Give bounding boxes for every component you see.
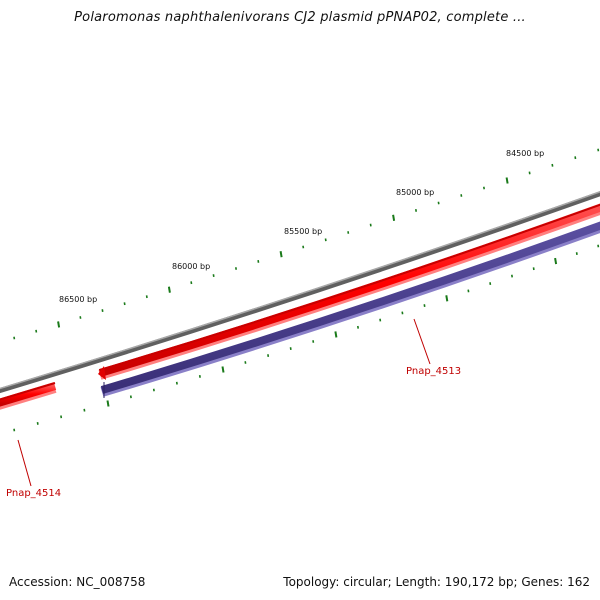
plasmid-backbone xyxy=(0,190,600,394)
accession-label: Accession: NC_008758 xyxy=(9,575,146,589)
gene-label-pnap-4513[interactable]: Pnap_4513 xyxy=(406,366,461,377)
major-tick xyxy=(554,257,558,265)
major-tick xyxy=(334,331,338,338)
ruler-label-85000: 85000 bp xyxy=(396,188,434,197)
major-tick xyxy=(279,251,283,258)
outer-tick-ring xyxy=(13,148,600,340)
inner-tick-ring xyxy=(13,244,600,432)
major-tick xyxy=(445,295,449,302)
gene-reverse-strand[interactable] xyxy=(100,221,600,398)
topology-summary: Topology: circular; Length: 190,172 bp; … xyxy=(283,575,590,589)
major-tick xyxy=(221,366,225,373)
map-title: Polaromonas naphthalenivorans CJ2 plasmi… xyxy=(74,10,526,25)
major-tick xyxy=(392,214,396,221)
ruler-label-86500: 86500 bp xyxy=(59,295,97,304)
leader-line-pnap-4514 xyxy=(17,439,32,487)
ruler-label-85500: 85500 bp xyxy=(284,227,322,236)
ruler-label-84500: 84500 bp xyxy=(506,149,544,158)
gene-label-pnap-4514[interactable]: Pnap_4514 xyxy=(6,488,61,499)
major-tick xyxy=(106,400,110,407)
major-tick xyxy=(167,286,171,293)
gene-pnap-4513[interactable] xyxy=(98,203,600,380)
leader-line-pnap-4513 xyxy=(413,318,431,365)
gene-pnap-4514[interactable] xyxy=(0,382,57,410)
ruler-label-86000: 86000 bp xyxy=(172,262,210,271)
major-tick xyxy=(57,321,61,328)
major-tick xyxy=(505,177,509,184)
